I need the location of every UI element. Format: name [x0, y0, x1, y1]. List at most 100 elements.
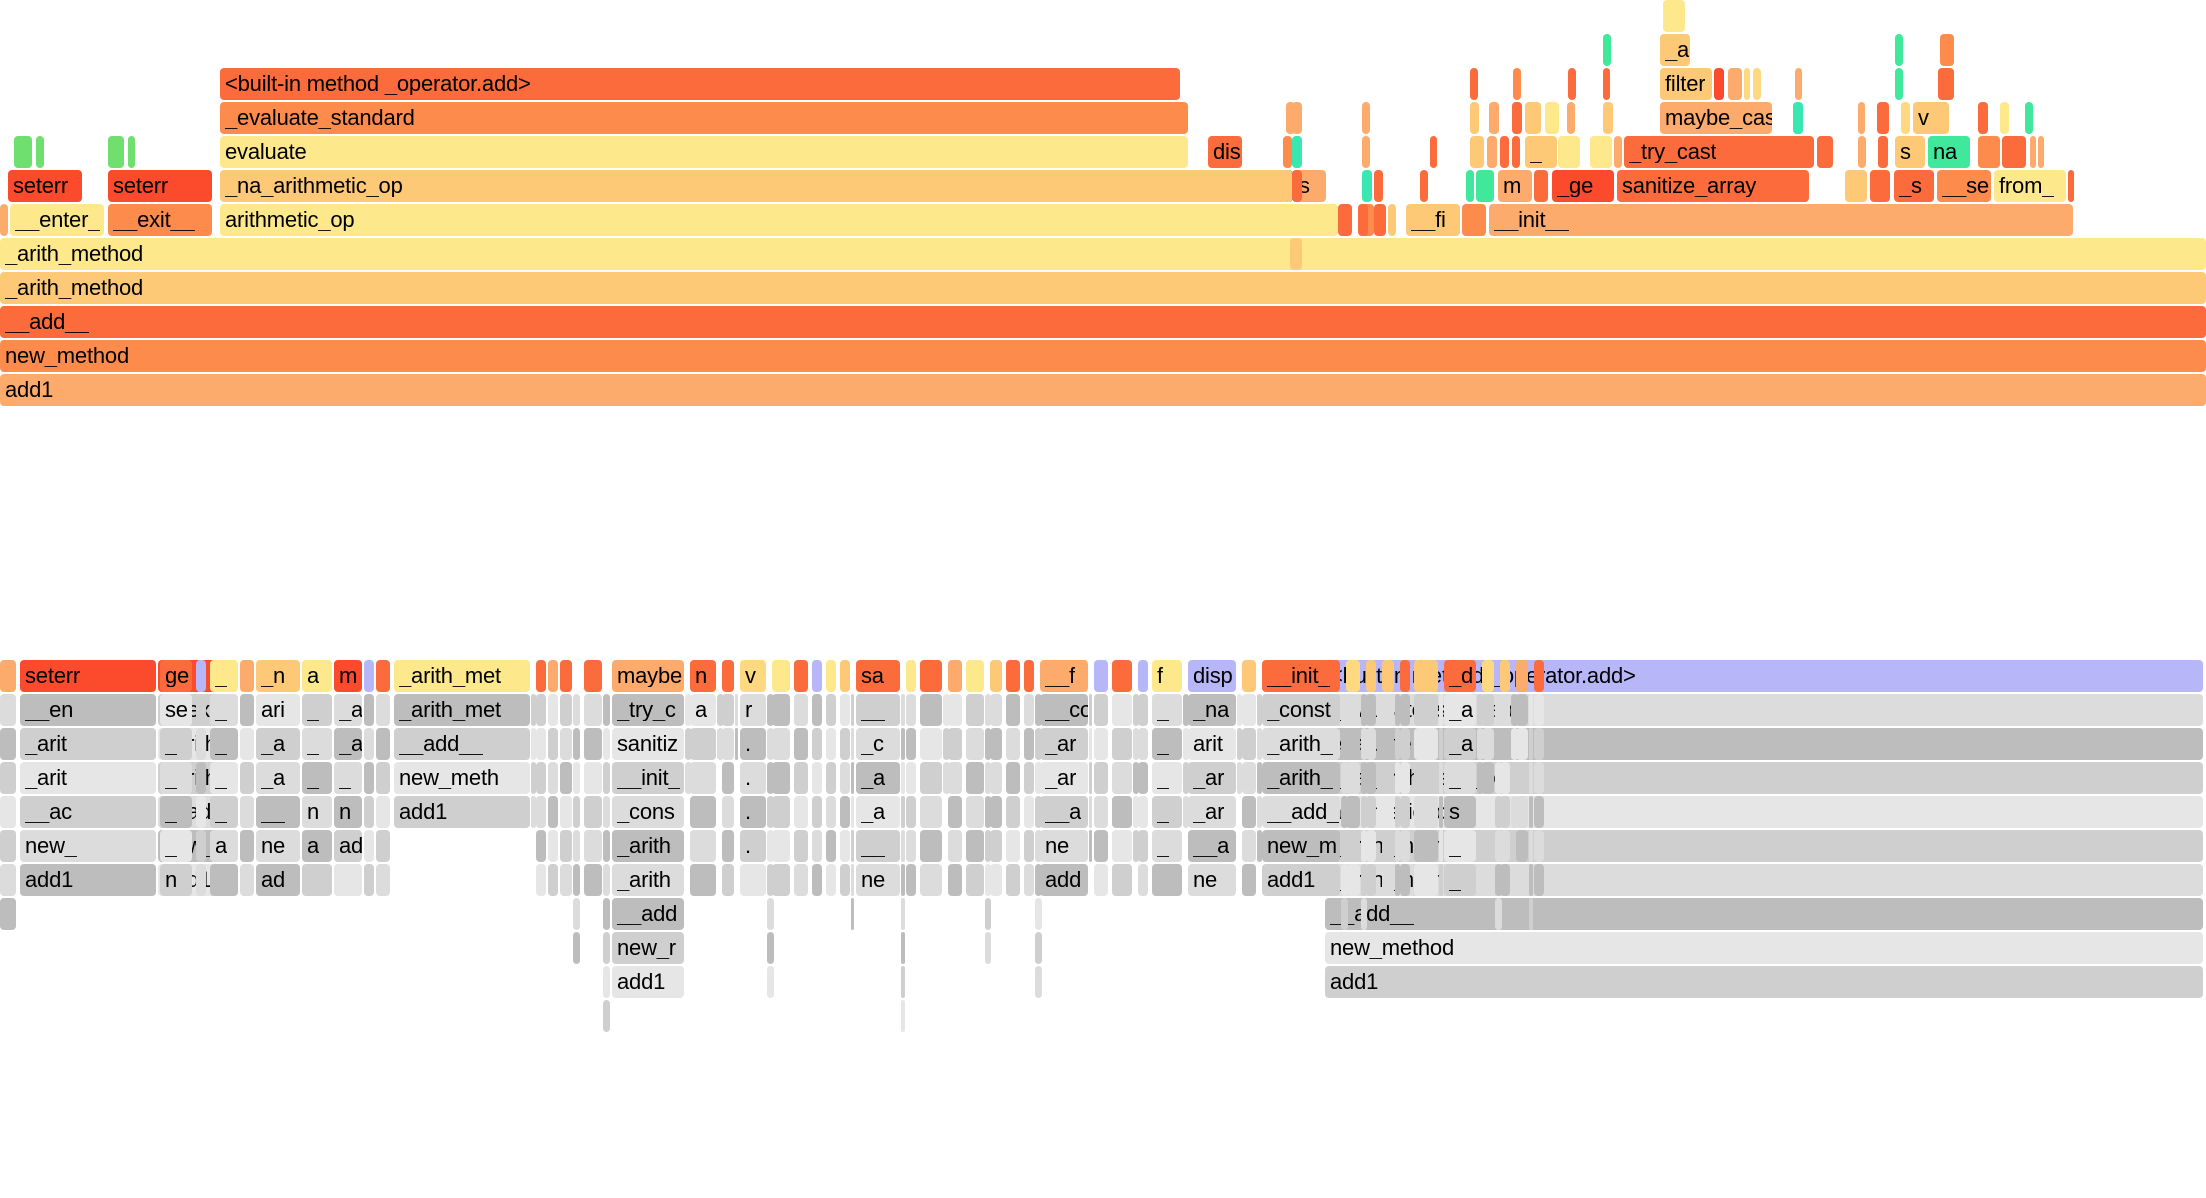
sandwich-frame[interactable] — [901, 728, 905, 760]
sandwich-frame[interactable]: _ — [1516, 864, 1528, 896]
flame-frame[interactable]: _na_arithmetic_op — [220, 170, 1292, 202]
sandwich-frame[interactable]: _arith — [612, 864, 684, 896]
sandwich-frame[interactable] — [1242, 728, 1256, 760]
sandwich-frame[interactable] — [1024, 796, 1034, 828]
sandwich-frame[interactable]: _ — [1482, 728, 1494, 760]
sandwich-frame[interactable] — [722, 660, 734, 692]
sandwich-frame[interactable]: . — [1366, 694, 1376, 726]
sandwich-frame[interactable] — [1024, 660, 1034, 692]
flame-frame[interactable]: filter — [1660, 68, 1712, 100]
sandwich-frame[interactable]: _ — [240, 728, 254, 760]
sandwich-frame[interactable] — [1439, 728, 1443, 760]
sandwich-frame[interactable] — [1024, 864, 1034, 896]
sandwich-frame[interactable] — [1377, 728, 1382, 760]
flame-frame[interactable]: _ — [1590, 136, 1612, 168]
sandwich-frame[interactable] — [990, 762, 1002, 794]
flame-frame[interactable]: __exit__ — [108, 204, 212, 236]
flame-frame[interactable] — [1568, 68, 1576, 100]
sandwich-frame[interactable] — [560, 728, 572, 760]
sandwich-frame[interactable] — [1534, 864, 1544, 896]
sandwich-frame[interactable]: _d — [1444, 660, 1476, 692]
sandwich-frame[interactable] — [685, 728, 692, 760]
sandwich-frame[interactable]: _ — [920, 796, 942, 828]
sandwich-frame[interactable] — [794, 864, 808, 896]
sandwich-frame[interactable] — [0, 830, 16, 862]
sandwich-frame[interactable] — [1395, 830, 1400, 862]
sandwich-frame[interactable] — [573, 932, 580, 964]
sandwich-frame[interactable] — [1257, 796, 1262, 828]
flame-frame[interactable]: __se — [1937, 170, 1991, 202]
sandwich-frame[interactable]: _a — [334, 728, 362, 760]
sandwich-frame[interactable]: _ — [1482, 830, 1494, 862]
sandwich-frame[interactable] — [240, 660, 254, 692]
sandwich-frame[interactable]: . — [584, 796, 602, 828]
sandwich-frame[interactable] — [990, 864, 1002, 896]
sandwich-frame[interactable] — [536, 660, 546, 692]
sandwich-frame[interactable] — [603, 830, 610, 862]
sandwich-frame[interactable] — [851, 830, 854, 862]
sandwich-frame[interactable] — [1511, 762, 1518, 794]
sandwich-frame[interactable]: f — [584, 694, 602, 726]
sandwich-frame[interactable]: . — [1006, 796, 1020, 828]
flame-frame[interactable] — [1895, 68, 1903, 100]
sandwich-frame[interactable]: n — [302, 796, 332, 828]
sandwich-frame[interactable] — [906, 864, 916, 896]
sandwich-frame[interactable] — [812, 694, 822, 726]
sandwich-frame[interactable] — [1341, 694, 1348, 726]
sandwich-frame[interactable]: ad — [966, 830, 984, 862]
sandwich-frame[interactable]: f — [1152, 660, 1182, 692]
sandwich-frame[interactable] — [906, 694, 916, 726]
flame-frame[interactable]: seterr — [108, 170, 212, 202]
sandwich-frame[interactable]: _ — [210, 660, 238, 692]
sandwich-frame[interactable]: _ — [302, 694, 332, 726]
sandwich-frame[interactable]: a — [0, 660, 16, 692]
sandwich-frame[interactable] — [0, 728, 16, 760]
sandwich-frame[interactable]: s — [1444, 796, 1476, 828]
flame-frame[interactable]: __fi — [1406, 204, 1460, 236]
sandwich-frame[interactable] — [1377, 694, 1382, 726]
sandwich-frame[interactable] — [685, 694, 692, 726]
flame-frame[interactable]: m — [1476, 170, 1494, 202]
sandwich-frame[interactable] — [364, 660, 374, 692]
sandwich-frame[interactable]: _ — [1500, 660, 1510, 692]
sandwich-frame[interactable]: _ — [196, 728, 206, 760]
sandwich-frame[interactable]: . — [1112, 728, 1132, 760]
flame-frame[interactable] — [1430, 136, 1437, 168]
sandwich-frame[interactable]: ne — [1188, 864, 1236, 896]
sandwich-frame[interactable] — [196, 660, 206, 692]
sandwich-frame[interactable]: _arith_met — [394, 660, 530, 692]
sandwich-frame[interactable] — [1361, 898, 1367, 930]
flame-frame[interactable] — [1513, 68, 1521, 100]
sandwich-frame[interactable] — [767, 796, 774, 828]
sandwich-frame[interactable] — [690, 762, 716, 794]
sandwich-frame[interactable]: r — [584, 864, 602, 896]
sandwich-frame[interactable] — [1183, 694, 1189, 726]
sandwich-frame[interactable] — [1439, 830, 1443, 862]
sandwich-frame[interactable]: . — [584, 762, 602, 794]
sandwich-frame[interactable] — [603, 728, 610, 760]
sandwich-frame[interactable] — [1346, 694, 1360, 726]
sandwich-frame[interactable]: _ — [1152, 728, 1182, 760]
sandwich-frame[interactable]: _ar — [1188, 762, 1236, 794]
sandwich-frame[interactable] — [920, 864, 942, 896]
sandwich-frame[interactable] — [985, 864, 991, 896]
sandwich-frame[interactable]: fi — [1500, 694, 1510, 726]
sandwich-frame[interactable]: ad — [334, 830, 362, 862]
sandwich-frame[interactable]: _ — [1152, 796, 1182, 828]
flame-frame[interactable]: g — [14, 136, 32, 168]
sandwich-frame[interactable]: ne — [256, 830, 300, 862]
flame-frame[interactable] — [1744, 68, 1750, 100]
sandwich-frame[interactable] — [548, 796, 558, 828]
sandwich-frame[interactable]: _a — [856, 762, 900, 794]
sandwich-frame[interactable] — [1361, 728, 1367, 760]
sandwich-frame[interactable] — [1439, 796, 1443, 828]
sandwich-frame[interactable] — [1414, 796, 1438, 828]
sandwich-frame[interactable]: . — [794, 830, 808, 862]
sandwich-frame[interactable]: _ — [210, 796, 238, 828]
sandwich-frame[interactable] — [1024, 762, 1034, 794]
sandwich-frame[interactable]: _a — [1414, 728, 1438, 760]
sandwich-frame[interactable] — [943, 728, 950, 760]
sandwich-frame[interactable]: s — [1500, 796, 1510, 828]
sandwich-frame[interactable] — [690, 796, 716, 828]
sandwich-frame[interactable]: . — [1006, 660, 1020, 692]
